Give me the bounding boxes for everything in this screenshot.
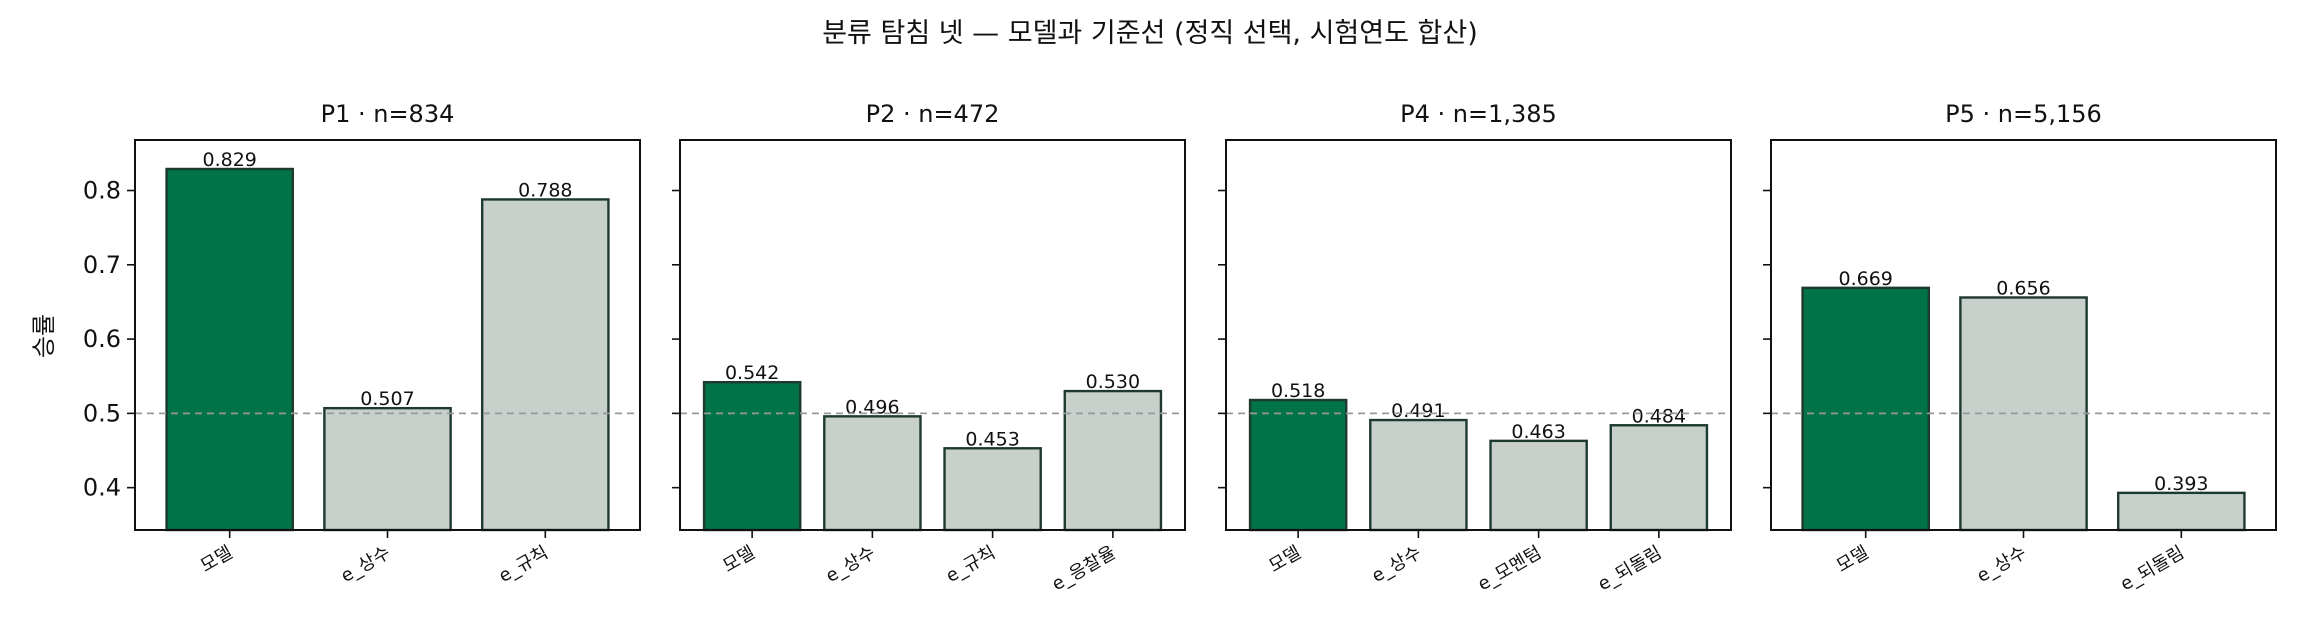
bar-baseline (1609, 424, 1709, 532)
bar-value-label: 0.453 (965, 428, 1019, 450)
bar-value-label: 0.829 (202, 149, 256, 171)
x-tick-label: e_규칙 (943, 542, 1000, 587)
bar-baseline (823, 415, 922, 532)
y-tick-label: 0.7 (83, 251, 121, 279)
y-tick-label: 0.4 (83, 474, 121, 502)
x-tick-label: e_되돌림 (1594, 542, 1665, 595)
panel-frame (134, 139, 641, 531)
bar-value-label: 0.507 (360, 388, 414, 410)
bar-value-label: 0.496 (845, 396, 899, 418)
bar-baseline (2116, 491, 2246, 532)
figure-title: 분류 탐침 넷 — 모델과 기준선 (정직 선택, 시험연도 합산) (822, 18, 1478, 49)
bar-value-label: 0.669 (1838, 268, 1892, 290)
bar-model (1248, 398, 1348, 532)
bar-value-label: 0.491 (1391, 400, 1445, 422)
x-tick-label: e_규칙 (495, 542, 552, 587)
x-tick-label: e_상수 (1973, 542, 2030, 587)
bar-model (702, 380, 802, 532)
y-tick-label: 0.8 (83, 177, 121, 205)
panel-1: P1 · n=834 0.4 0.5 0.6 0.7 0.8 0.829 모델 0.507 e_상… (83, 100, 641, 587)
bar-value-label: 0.518 (1271, 380, 1325, 402)
y-axis-label: 승률 (30, 314, 58, 358)
x-tick-label: 모델 (1265, 542, 1304, 577)
panel-title: P5 · n=5,156 (1945, 100, 2102, 128)
x-tick-label: 모델 (197, 542, 236, 577)
x-tick-label: e_되돌림 (2117, 542, 2188, 595)
bar-baseline (943, 447, 1042, 532)
bar-value-label: 0.463 (1511, 421, 1565, 443)
bar-value-label: 0.484 (1632, 405, 1686, 427)
panel-2: P2 · n=472 0.542 모델 0.496 e_상수 0.453 e_규칙 0.530… (672, 100, 1186, 595)
x-tick-label: 모델 (1833, 542, 1872, 577)
bar-value-label: 0.788 (518, 179, 572, 201)
x-tick-label: e_상수 (822, 542, 879, 587)
panel-4: P5 · n=5,156 0.669 모델 0.656 e_상수 0.393 e_되돌림 (1763, 100, 2277, 595)
panel-title: P2 · n=472 (866, 100, 1000, 128)
panel-3: P4 · n=1,385 0.518 모델 0.491 e_상수 0.463 e_모멘텀 0.… (1218, 100, 1732, 595)
x-tick-label: e_상수 (337, 542, 394, 587)
bar-baseline (1489, 439, 1588, 532)
bar-model (1801, 286, 1931, 532)
x-tick-label: e_상수 (1368, 542, 1425, 587)
y-tick-label: 0.6 (83, 325, 121, 353)
panel-frame (1770, 139, 2277, 531)
bar-value-label: 0.542 (725, 362, 779, 384)
bar-baseline (323, 406, 452, 532)
bar-value-label: 0.393 (2154, 473, 2208, 495)
panel-frame (1225, 139, 1732, 531)
x-tick-label: 모델 (719, 542, 758, 577)
bar-value-label: 0.530 (1086, 371, 1140, 393)
panel-title: P4 · n=1,385 (1400, 100, 1557, 128)
bar-value-label: 0.656 (1996, 277, 2050, 299)
bar-model (165, 167, 295, 532)
bar-baseline (1063, 389, 1163, 532)
panel-title: P1 · n=834 (321, 100, 455, 128)
panels: P1 · n=834 0.4 0.5 0.6 0.7 0.8 0.829 모델 0.507 e_상… (83, 100, 2277, 595)
x-tick-label: e_응찰율 (1048, 542, 1119, 595)
panel-frame (679, 139, 1186, 531)
y-tick-label: 0.5 (83, 399, 121, 427)
bar-baseline (480, 198, 610, 532)
bar-baseline (1369, 418, 1468, 532)
x-tick-label: e_모멘텀 (1474, 542, 1545, 595)
